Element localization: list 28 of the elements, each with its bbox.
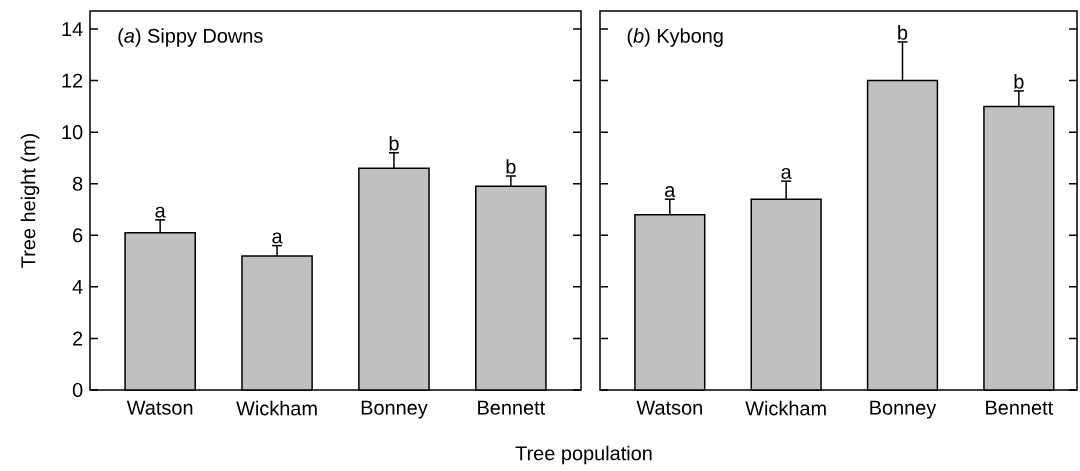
annotation: a [781, 168, 792, 179]
y-tick-label: 2 [73, 331, 83, 346]
annotation: b [389, 135, 399, 151]
x-tick-label: Wickham [236, 400, 317, 416]
annotation: a [272, 232, 283, 244]
y-tick-label: 12 [62, 73, 83, 88]
y-axis-title: Tree height (m) [20, 134, 40, 268]
annotation: b [898, 25, 908, 40]
y-tick-label: 6 [73, 228, 83, 243]
text: (a) Sippy Downs [118, 28, 263, 47]
annotation: a [665, 186, 676, 197]
x-tick-label: Bennett [478, 400, 546, 415]
x-axis-title: Tree population [515, 445, 652, 465]
x-tick-label: Watson [126, 400, 193, 415]
x-tick-label: Bonney [361, 400, 428, 419]
x-tick-label: Watson [636, 400, 702, 415]
y-tick-label: 8 [72, 176, 83, 191]
y-tick-label: 4 [72, 280, 83, 294]
x-tick-label: Bonney [870, 400, 937, 419]
y-tick-label: 14 [62, 22, 83, 36]
y-tick-label: 10 [62, 125, 83, 140]
annotation: a [155, 206, 166, 218]
annotation: b [1014, 74, 1024, 89]
x-tick-label: Bennett [986, 400, 1054, 415]
y-tick-label: 0 [72, 382, 83, 398]
text: (b) Kybong [627, 28, 723, 47]
x-tick-label: Wickham [745, 400, 826, 416]
annotation: b [506, 159, 516, 174]
